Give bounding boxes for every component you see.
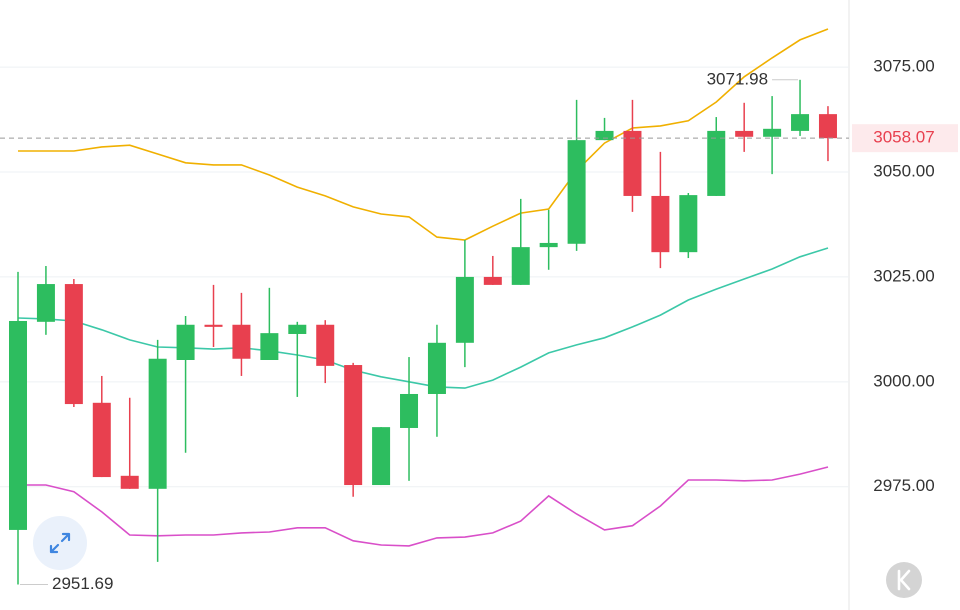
grid-layer [0,66,849,488]
candle-body [735,130,754,137]
candle-body [36,284,55,322]
candle-body [567,140,586,244]
candle-body [148,358,167,489]
candle-body [204,324,223,327]
candle-body [679,195,698,253]
y-tick-label: 3025.00 [873,266,934,285]
lines-layer [17,28,829,547]
candle-body [455,276,474,343]
low-label: 2951.69 [52,574,113,593]
candle-body [707,130,726,196]
candle-body [511,247,530,285]
y-tick-label: 3000.00 [873,371,934,390]
band-line [17,247,829,389]
last-price-label: 3058.07 [873,128,934,147]
candle-body [372,427,391,486]
candle-body [483,276,502,285]
expand-button[interactable] [33,516,87,570]
labels-layer: 2975.00 3000.00 3025.00 3050.00 3075.00 3058.… [0,57,958,593]
candle-body [232,324,251,359]
candle-body [539,242,558,248]
candle-body [260,333,279,360]
candle-body [288,324,307,334]
candle-body [623,130,642,196]
y-tick-label: 2975.00 [873,476,934,495]
candle-body [651,195,670,253]
last-price-bg [852,124,958,153]
band-line [18,28,829,241]
k-button[interactable] [886,562,922,598]
candle-body [763,128,782,137]
y-tick-label: 3050.00 [873,162,934,181]
candle-body [176,324,195,360]
candle-body [427,342,446,394]
candle-body [344,365,363,486]
candles-layer [9,79,837,585]
y-tick-label: 3075.00 [873,57,934,76]
candle-body [92,402,111,478]
high-label: 3071.98 [707,69,768,88]
candle-body [120,475,139,489]
candle-body [9,320,27,530]
candle-body [316,324,335,366]
candle-body [818,114,837,139]
band-line [18,466,829,547]
candle-body [595,130,614,141]
candle-body [791,114,810,131]
candle-body [400,393,419,428]
candle-body [64,284,83,405]
